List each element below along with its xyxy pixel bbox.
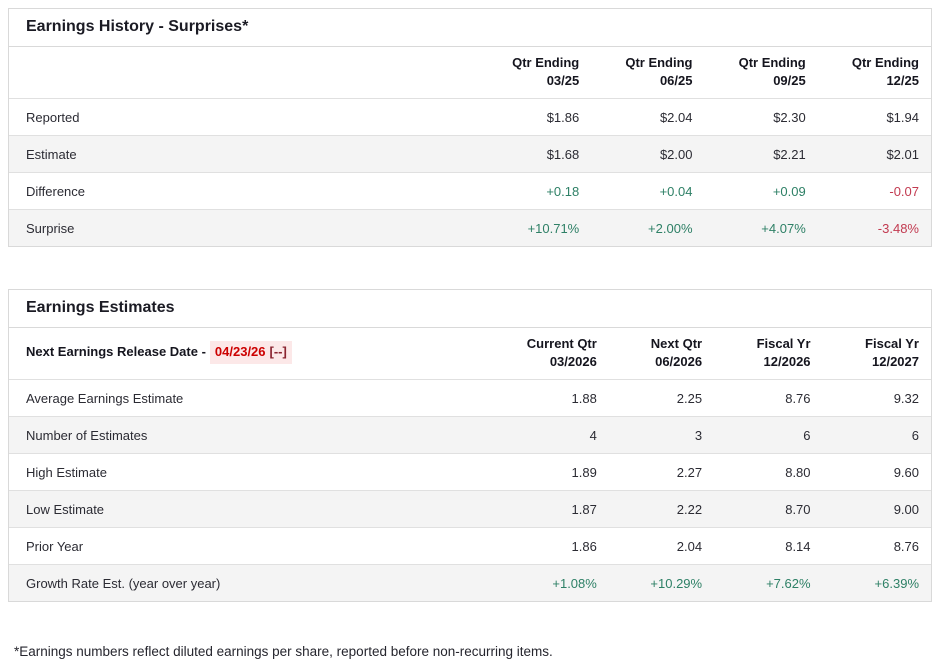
cell-positive: +0.04 — [591, 172, 705, 211]
cell: 8.80 — [714, 453, 823, 492]
earnings-history-table: Qtr Ending 03/25 Qtr Ending 06/25 Qtr En… — [9, 47, 931, 247]
cell: 4 — [478, 416, 609, 455]
cell: 6 — [714, 416, 823, 455]
earnings-estimates-table: Next Earnings Release Date -04/23/26 [--]… — [9, 328, 931, 602]
cell: $2.00 — [591, 135, 705, 174]
cell-positive: +0.09 — [704, 172, 818, 211]
cell: 8.70 — [714, 490, 823, 529]
column-header-qtr-0925: Qtr Ending 09/25 — [704, 47, 818, 100]
cell-positive: +10.71% — [478, 209, 592, 247]
column-header-qtr-0325: Qtr Ending 03/25 — [478, 47, 592, 100]
cell: $1.86 — [478, 98, 592, 137]
row-label: Reported — [9, 98, 478, 137]
table-row-average-estimate: Average Earnings Estimate 1.88 2.25 8.76… — [9, 379, 931, 418]
next-earnings-release: Next Earnings Release Date -04/23/26 [--] — [9, 328, 478, 381]
release-date-value: 04/23/26 — [214, 344, 266, 360]
row-label: Number of Estimates — [9, 416, 478, 455]
earnings-estimates-card: Earnings Estimates Next Earnings Release… — [8, 289, 932, 603]
cell-positive: +1.08% — [478, 564, 609, 602]
table-row-surprise: Surprise +10.71% +2.00% +4.07% -3.48% — [9, 209, 931, 247]
cell: $2.01 — [817, 135, 931, 174]
cell: 8.76 — [714, 379, 823, 418]
cell: 2.25 — [608, 379, 715, 418]
earnings-estimates-title: Earnings Estimates — [9, 290, 931, 329]
release-date-link[interactable]: 04/23/26 [--] — [209, 341, 292, 364]
cell: 9.60 — [822, 453, 931, 492]
column-header-fiscal-2027: Fiscal Yr 12/2027 — [822, 328, 931, 381]
cell: $2.21 — [704, 135, 818, 174]
earnings-history-title: Earnings History - Surprises* — [9, 9, 931, 47]
cell: $2.04 — [591, 98, 705, 137]
row-label: Average Earnings Estimate — [9, 379, 478, 418]
cell: $1.94 — [817, 98, 931, 137]
column-header-qtr-0625: Qtr Ending 06/25 — [591, 47, 705, 100]
cell-positive: +6.39% — [822, 564, 931, 602]
table-row-difference: Difference +0.18 +0.04 +0.09 -0.07 — [9, 172, 931, 211]
row-label: Low Estimate — [9, 490, 478, 529]
column-header-qtr-1225: Qtr Ending 12/25 — [817, 47, 931, 100]
row-label: Surprise — [9, 209, 478, 247]
table-row-growth-rate: Growth Rate Est. (year over year) +1.08%… — [9, 564, 931, 602]
cell: 8.14 — [714, 527, 823, 566]
column-header-next-qtr: Next Qtr 06/2026 — [608, 328, 715, 381]
row-label: Prior Year — [9, 527, 478, 566]
cell: 2.04 — [608, 527, 715, 566]
table-row-reported: Reported $1.86 $2.04 $2.30 $1.94 — [9, 98, 931, 137]
table-row-estimate: Estimate $1.68 $2.00 $2.21 $2.01 — [9, 135, 931, 174]
row-label: Difference — [9, 172, 478, 211]
release-date-suffix: [--] — [269, 344, 287, 360]
cell: 9.32 — [822, 379, 931, 418]
cell-positive: +10.29% — [608, 564, 715, 602]
table-row-prior-year: Prior Year 1.86 2.04 8.14 8.76 — [9, 527, 931, 566]
table-row-high-estimate: High Estimate 1.89 2.27 8.80 9.60 — [9, 453, 931, 492]
cell-negative: -3.48% — [817, 209, 931, 247]
cell: 1.87 — [478, 490, 609, 529]
earnings-footnote: *Earnings numbers reflect diluted earnin… — [14, 644, 553, 659]
row-label: High Estimate — [9, 453, 478, 492]
table-row-low-estimate: Low Estimate 1.87 2.22 8.70 9.00 — [9, 490, 931, 529]
row-label: Estimate — [9, 135, 478, 174]
release-date-label: Next Earnings Release Date - — [26, 344, 206, 360]
table-row-number-of-estimates: Number of Estimates 4 3 6 6 — [9, 416, 931, 455]
cell: $1.68 — [478, 135, 592, 174]
cell: 2.22 — [608, 490, 715, 529]
cell-positive: +0.18 — [478, 172, 592, 211]
earnings-history-header-row: Qtr Ending 03/25 Qtr Ending 06/25 Qtr En… — [9, 47, 931, 100]
cell-positive: +4.07% — [704, 209, 818, 247]
cell: 1.89 — [478, 453, 609, 492]
cell-negative: -0.07 — [817, 172, 931, 211]
cell: 3 — [608, 416, 715, 455]
column-header-current-qtr: Current Qtr 03/2026 — [478, 328, 609, 381]
cell-positive: +2.00% — [591, 209, 705, 247]
cell: 9.00 — [822, 490, 931, 529]
row-label: Growth Rate Est. (year over year) — [9, 564, 478, 602]
earnings-estimates-header-row: Next Earnings Release Date -04/23/26 [--]… — [9, 328, 931, 381]
cell-positive: +7.62% — [714, 564, 823, 602]
cell: 6 — [822, 416, 931, 455]
cell: $2.30 — [704, 98, 818, 137]
header-spacer — [9, 47, 478, 100]
cell: 2.27 — [608, 453, 715, 492]
cell: 8.76 — [822, 527, 931, 566]
column-header-fiscal-2026: Fiscal Yr 12/2026 — [714, 328, 823, 381]
earnings-history-card: Earnings History - Surprises* Qtr Ending… — [8, 8, 932, 248]
cell: 1.88 — [478, 379, 609, 418]
cell: 1.86 — [478, 527, 609, 566]
